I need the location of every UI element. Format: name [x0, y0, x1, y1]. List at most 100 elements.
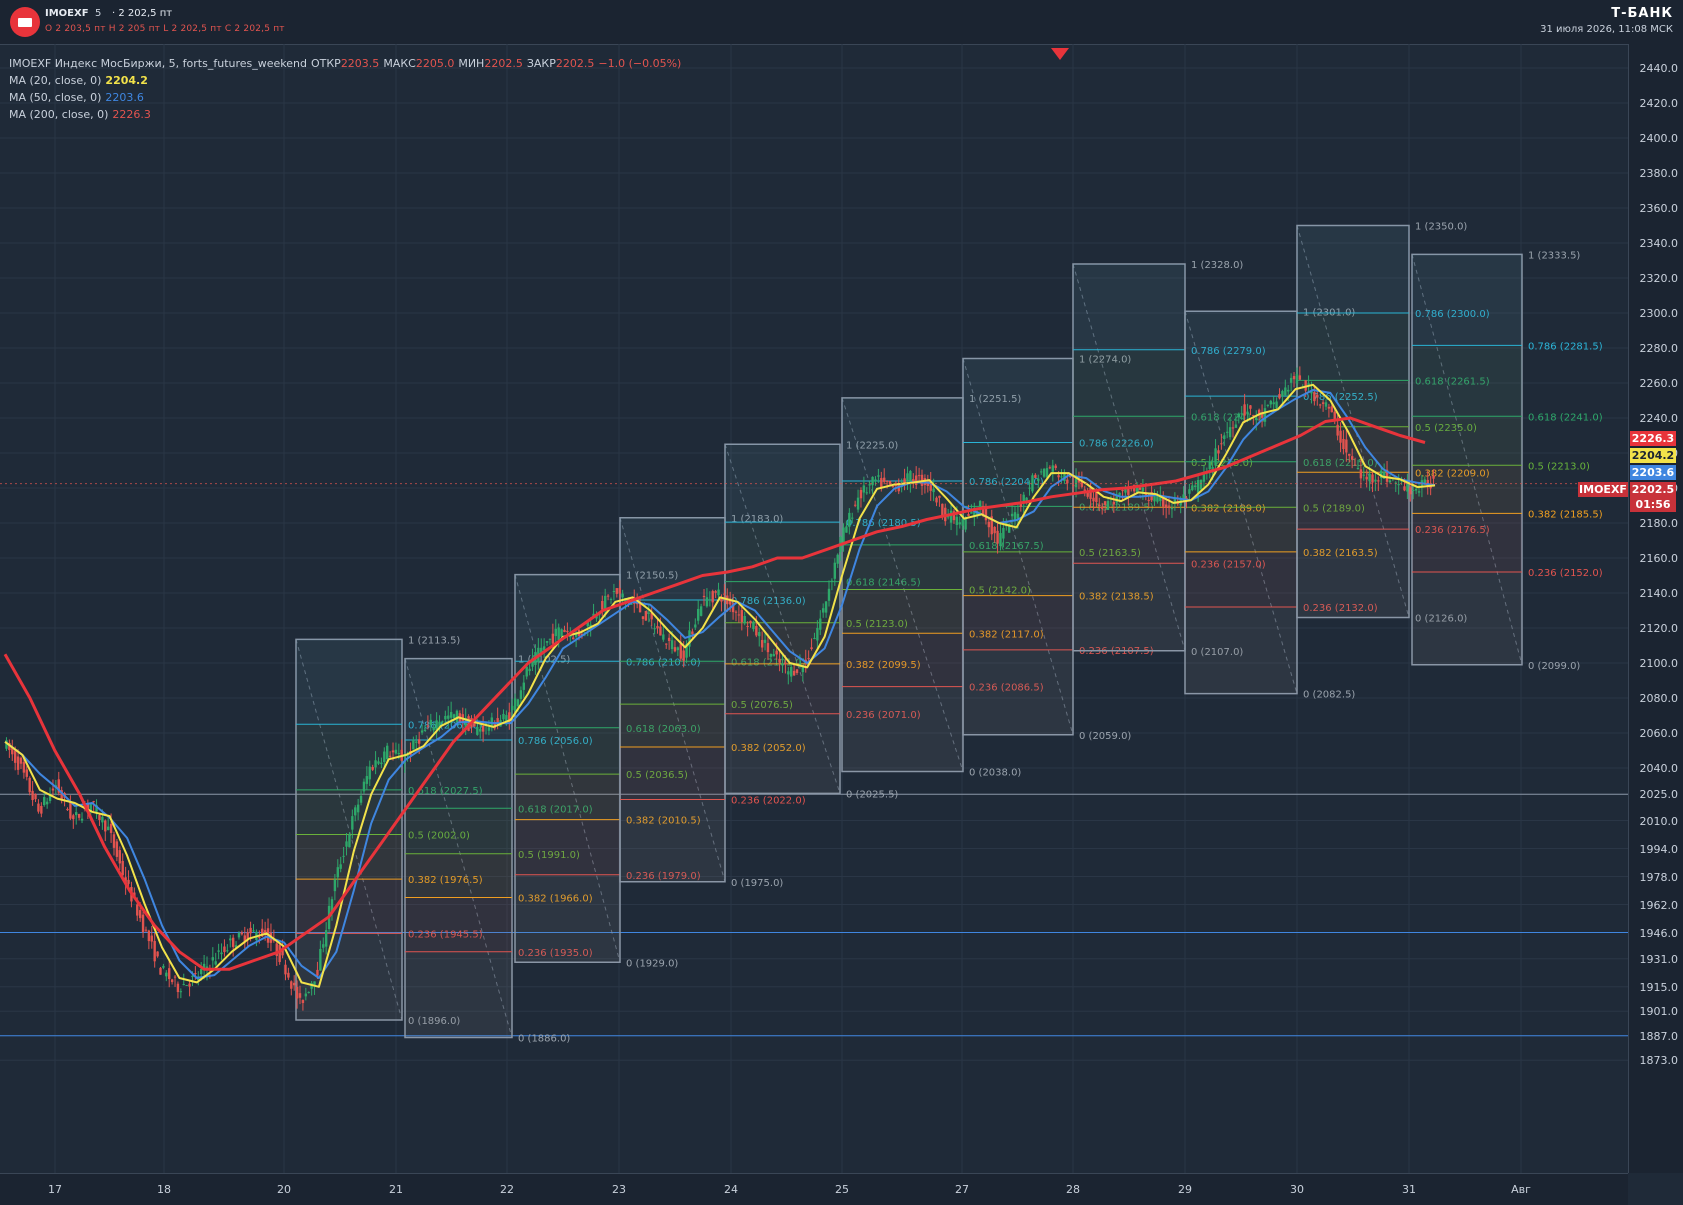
candle-body: [952, 511, 956, 521]
candle-body: [1278, 393, 1281, 399]
fib-zone: [725, 581, 840, 623]
candle-body: [519, 690, 523, 699]
timeframe-label[interactable]: 5: [95, 8, 102, 19]
candle-body: [772, 654, 775, 657]
fib-trend-line: [1296, 225, 1410, 618]
candle-body: [304, 993, 308, 997]
candle-body: [1112, 501, 1116, 505]
candle-body: [1345, 439, 1348, 453]
legend-open-label: ОТКР: [310, 57, 341, 70]
candle-body: [371, 767, 374, 770]
candle-body: [682, 650, 685, 661]
fib-level-label: 0.236 (2157.0): [1191, 559, 1266, 570]
price-tick-label: 1962.0: [1639, 898, 1679, 912]
candle-body: [415, 741, 418, 743]
candle-body: [1406, 481, 1409, 492]
candle-body: [984, 507, 988, 521]
candle-body: [1318, 404, 1322, 406]
fib-trend-line: [295, 639, 403, 1021]
candle-body: [1263, 408, 1267, 422]
fib-level-label: 0.236 (1979.0): [626, 871, 701, 882]
candle-body: [859, 489, 863, 499]
ma20-line: [4, 383, 1436, 988]
fib-zone: [405, 897, 512, 952]
candle-body: [871, 476, 874, 486]
candle-body: [217, 950, 220, 952]
price-tick-label: 1978.0: [1639, 870, 1679, 884]
fib-zone: [1412, 416, 1522, 466]
candle-body: [557, 627, 560, 641]
fib-level-label: 0.5 (2036.5): [626, 770, 688, 781]
fib-level-label: 0.5 (2002.0): [408, 831, 470, 842]
candle-body: [914, 475, 918, 485]
fib-level-label: 0.5 (1991.0): [518, 850, 580, 861]
candle-body: [949, 510, 953, 523]
candle-body: [801, 665, 805, 673]
price-tick-label: 2440.0: [1639, 62, 1679, 75]
candle-body: [714, 591, 717, 593]
fib-zone: [1412, 254, 1522, 346]
time-axis[interactable]: 17 18 20 21 22 23 24 25 27 28 29 30 31 Авг: [0, 1173, 1628, 1205]
price-axis[interactable]: 2440.0 2420.0 2400.0 2380.0 2360.0 2340.0 2320…: [1628, 44, 1683, 1173]
candle-body: [853, 504, 857, 506]
fib-level-label: 0 (2025.5): [846, 789, 898, 800]
indicator-legend: IMOEXF Индекс МосБиржи, 5, forts_futures…: [9, 55, 685, 123]
alert-marker-icon[interactable]: [1051, 48, 1069, 60]
candle-body: [1095, 490, 1098, 502]
candle-body: [365, 776, 369, 784]
fib-level-label: 0 (1886.0): [518, 1034, 570, 1045]
candle-body: [185, 984, 188, 986]
legend-ma200-row[interactable]: MA (200, close, 0) 2226.3: [9, 106, 685, 123]
candle-body: [481, 725, 485, 732]
candle-body: [662, 634, 665, 640]
fib-trend-line: [404, 658, 513, 1038]
fib-level-label: 0.786 (2279.0): [1191, 346, 1266, 357]
symbol-title[interactable]: IMOEXF: [45, 8, 89, 19]
candle-body: [345, 841, 348, 847]
fib-trend-line: [724, 444, 841, 794]
candle-body: [11, 746, 14, 755]
fib-level-label: 0.618 (2241.0): [1191, 412, 1266, 423]
fib-level-label: 1 (2150.5): [626, 571, 678, 582]
candle-body: [441, 721, 444, 723]
price-tick-label: 2260.0: [1639, 377, 1679, 390]
time-tick-label: 31: [1402, 1183, 1416, 1196]
legend-ma50-row[interactable]: MA (50, close, 0) 2203.6: [9, 89, 685, 106]
legend-ma20-row[interactable]: MA (20, close, 0) 2204.2: [9, 72, 685, 89]
candle-body: [563, 629, 566, 633]
candle-body: [156, 951, 159, 957]
fib-level-label: 0 (2107.0): [1191, 647, 1243, 658]
chart-canvas[interactable]: 1 (2113.5) 0.786 (2065.0) 0.618 (2027.5) 0.…: [0, 44, 1628, 1173]
fib-level-label: 0.382 (2209.0): [1415, 468, 1490, 479]
fib-level-label: 0.382 (2117.0): [969, 629, 1044, 640]
price-tick-label: 2080.0: [1639, 692, 1679, 705]
candle-body: [958, 522, 961, 525]
candle-body: [214, 961, 217, 965]
fib-zone: [1073, 416, 1185, 462]
price-chart-svg[interactable]: 1 (2113.5) 0.786 (2065.0) 0.618 (2027.5) 0.…: [0, 44, 1628, 1173]
candle-body: [1240, 413, 1243, 415]
candle-body: [641, 616, 645, 620]
candle-body: [1066, 479, 1069, 484]
candle-body: [234, 945, 238, 949]
candle-body: [644, 610, 648, 621]
candle-body: [510, 705, 514, 711]
candle-body: [188, 983, 191, 987]
candle-body: [1304, 380, 1307, 391]
legend-ma200-label: MA (200, close, 0): [9, 108, 109, 121]
price-tick-label: 2360.0: [1639, 202, 1679, 215]
candle-body: [275, 943, 278, 957]
candle-body: [121, 860, 124, 876]
candle-body: [1185, 497, 1188, 500]
legend-main-row[interactable]: IMOEXF Индекс МосБиржи, 5, forts_futures…: [9, 55, 685, 72]
candle-body: [906, 473, 909, 482]
candle-body: [731, 603, 735, 613]
candle-body: [836, 554, 839, 564]
candle-body: [356, 804, 360, 813]
candle-body: [1243, 404, 1246, 416]
candle-body: [191, 975, 194, 978]
candle-body: [1077, 478, 1081, 483]
fib-level-label: 0.5 (2142.0): [969, 586, 1031, 597]
candle-body: [240, 932, 244, 935]
candle-body: [769, 653, 773, 657]
